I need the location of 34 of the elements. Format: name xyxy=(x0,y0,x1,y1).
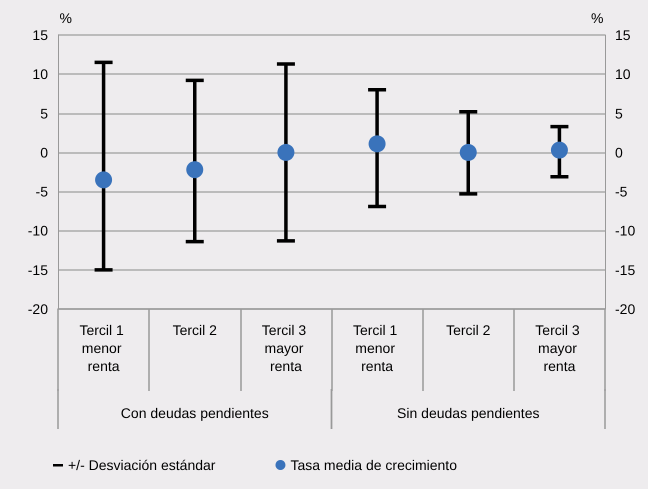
point xyxy=(95,171,112,188)
y2-tick-label: 0 xyxy=(615,144,623,160)
text: Con deudas pendientes xyxy=(120,405,269,421)
point xyxy=(368,135,386,152)
y-tick-label: -15 xyxy=(28,262,48,278)
x-tick-label: Tercil 3 mayor renta xyxy=(262,322,310,374)
text: Sin deudas pendientes xyxy=(397,405,540,421)
point xyxy=(186,161,204,178)
y-tick-label: -5 xyxy=(36,184,48,200)
point xyxy=(550,142,568,159)
legend-label: Tasa media de crecimiento xyxy=(290,457,458,473)
y2-tick-label: -15 xyxy=(615,262,636,278)
y2-tick-label: -5 xyxy=(615,184,628,200)
y2-tick-label: -20 xyxy=(615,301,636,317)
y2-tick-label: 10 xyxy=(615,66,631,82)
y-tick-label: 5 xyxy=(40,105,48,122)
y2-tick-label: 15 xyxy=(615,27,631,43)
point xyxy=(277,144,294,161)
y2-tick-label: 5 xyxy=(615,105,623,122)
x-tick-label: Tercil 1 menor renta xyxy=(352,322,402,374)
y2-tick-label: -10 xyxy=(615,222,636,239)
y-axis-title: % xyxy=(60,10,72,26)
y-tick-label: 10 xyxy=(32,66,48,82)
x-tick-label: Tercil 2 xyxy=(172,322,218,338)
text: +/- Desviación estándar xyxy=(68,457,216,473)
x-tick-label: Tercil 2 xyxy=(446,322,491,338)
y-tick-label: 15 xyxy=(32,27,48,43)
y-tick-label: -20 xyxy=(28,301,48,317)
point xyxy=(460,144,477,161)
y-tick-label: -10 xyxy=(28,222,48,239)
y2-axis-title: % xyxy=(591,10,604,26)
y-tick-label: 0 xyxy=(40,144,48,160)
x-tick-label: Tercil 1 menor renta xyxy=(79,322,128,374)
x-tick-label: Tercil 3 mayor renta xyxy=(535,322,584,374)
